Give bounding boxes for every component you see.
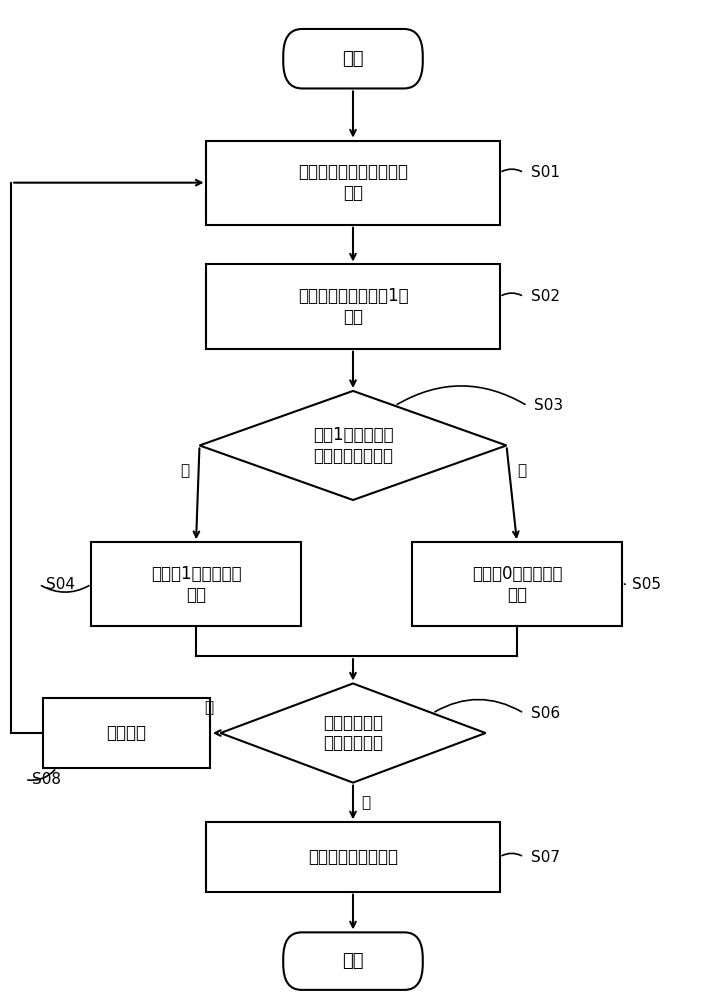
Text: 将数倃1写入配置寄
存器: 将数倃1写入配置寄 存器	[150, 565, 241, 604]
Bar	[412, 542, 621, 626]
Text: 结束: 结束	[342, 952, 364, 970]
Polygon shape	[220, 683, 486, 783]
Text: 将数倃0写入配置寄
存器: 将数倃0写入配置寄 存器	[472, 565, 562, 604]
FancyArrowPatch shape	[28, 770, 54, 780]
Text: 计算读出参数中数倃1的
个数: 计算读出参数中数倃1的 个数	[298, 287, 408, 326]
Text: 读出当前地址的配置参数
数据: 读出当前地址的配置参数 数据	[298, 163, 408, 202]
Text: S08: S08	[32, 772, 61, 787]
Text: 是: 是	[180, 463, 189, 478]
Polygon shape	[200, 391, 506, 500]
Bar	[206, 264, 500, 349]
Text: 是: 是	[361, 795, 371, 810]
FancyArrowPatch shape	[397, 386, 525, 404]
Text: S02: S02	[531, 289, 560, 304]
Bar	[42, 698, 210, 768]
Text: S04: S04	[46, 577, 75, 592]
FancyArrowPatch shape	[502, 853, 522, 856]
Text: S01: S01	[531, 165, 560, 180]
Text: 地址递增: 地址递增	[107, 724, 146, 742]
Text: 否: 否	[204, 700, 213, 715]
Text: S03: S03	[534, 398, 563, 413]
Text: 使所有配置参数生效: 使所有配置参数生效	[308, 848, 398, 866]
Text: 否: 否	[517, 463, 526, 478]
FancyArrowPatch shape	[502, 169, 522, 171]
FancyArrowPatch shape	[42, 586, 89, 592]
Bar	[206, 822, 500, 892]
Text: 是否完成所有
配置数据读取: 是否完成所有 配置数据读取	[323, 714, 383, 752]
FancyArrowPatch shape	[502, 293, 522, 295]
Text: 数倃1的数量是否
大于总数量的一半: 数倃1的数量是否 大于总数量的一半	[313, 426, 393, 465]
Text: 开始: 开始	[342, 50, 364, 68]
Text: S07: S07	[531, 849, 560, 864]
Bar	[206, 141, 500, 225]
Bar	[91, 542, 301, 626]
FancyBboxPatch shape	[283, 932, 423, 990]
FancyArrowPatch shape	[435, 699, 522, 712]
FancyBboxPatch shape	[283, 29, 423, 88]
Text: S05: S05	[632, 577, 661, 592]
Text: S06: S06	[531, 706, 560, 721]
